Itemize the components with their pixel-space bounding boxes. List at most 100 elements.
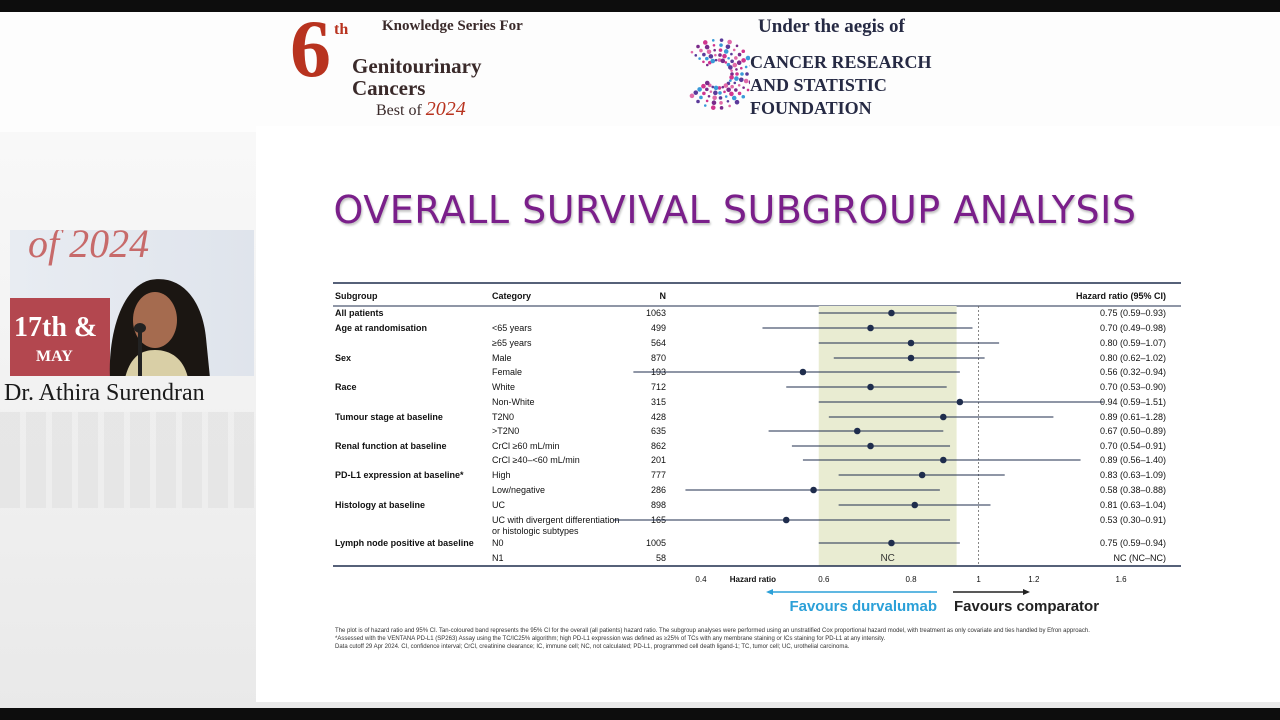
logo-dot — [724, 95, 728, 98]
row-hazard-ratio-label: 0.53 (0.30–0.91) — [1100, 515, 1166, 525]
logo-dot — [719, 43, 723, 47]
logo-dot — [737, 91, 742, 96]
logo-dot — [734, 56, 738, 60]
logo-dot — [741, 49, 746, 54]
logo-dot — [710, 105, 716, 110]
logo-dot — [699, 95, 703, 100]
hazard-ratio-point — [956, 398, 964, 406]
row-n: 428 — [651, 412, 666, 422]
logo-dot — [696, 99, 700, 104]
logo-dot — [732, 48, 736, 52]
presentation-slide: OVERALL SURVIVAL SUBGROUP ANALYSIS Subgr… — [256, 126, 1280, 702]
logo-dot — [736, 60, 742, 66]
logo-dot — [726, 99, 730, 103]
row-category: N1 — [492, 553, 504, 563]
hazard-ratio-point — [810, 486, 817, 494]
logo-dot — [735, 44, 739, 48]
logo-dot — [730, 52, 733, 56]
logo-dot — [707, 94, 711, 98]
row-n: 286 — [651, 485, 666, 495]
logo-dot — [729, 79, 732, 82]
row-subgroup: Age at randomisation — [335, 323, 427, 333]
speaker-name: Dr. Athira Surendran — [4, 380, 205, 406]
logo-dot — [733, 81, 737, 85]
logo-dot — [734, 99, 740, 105]
logo-dot — [702, 60, 705, 64]
speaker-video: of 2024 17th & MAY — [10, 230, 254, 376]
logo-dot — [727, 39, 732, 45]
logo-dot — [704, 44, 710, 50]
aegis-line1: CANCER RESEARCH — [750, 52, 932, 72]
row-hazard-ratio-label: 0.80 (0.59–1.07) — [1100, 338, 1166, 348]
header-strip — [0, 12, 1280, 132]
row-n: 564 — [651, 338, 666, 348]
logo-dot — [721, 85, 725, 89]
logo-line1: Genitourinary — [352, 54, 482, 78]
logo-dot — [690, 50, 694, 54]
row-n: 898 — [651, 500, 666, 510]
row-hazard-ratio-label: 0.89 (0.61–1.28) — [1100, 412, 1166, 422]
logo-dot — [702, 91, 706, 96]
x-axis-title: Hazard ratio — [730, 575, 776, 584]
row-n: 862 — [651, 441, 666, 451]
favours-durvalumab-label: Favours durvalumab — [789, 598, 937, 615]
row-category-line2: or histologic subtypes — [492, 526, 579, 536]
foundation-logo: Under the aegis of CANCER RESEARCH AND S… — [676, 14, 932, 122]
logo-dot — [701, 83, 706, 89]
row-category: UC with divergent differentiation — [492, 515, 619, 525]
logo-dot — [710, 58, 716, 64]
logo-dot — [719, 106, 724, 110]
logo-dot — [713, 90, 718, 96]
logo-dot — [734, 88, 738, 92]
logo-year: 2024 — [425, 98, 466, 120]
logo-dot — [722, 53, 727, 59]
logo-dot — [717, 86, 722, 90]
row-subgroup: Tumour stage at baseline — [335, 412, 443, 422]
logo-dot — [693, 90, 699, 95]
row-category: White — [492, 382, 515, 392]
aegis-title: Under the aegis of — [758, 16, 905, 37]
logo-dot — [730, 69, 733, 72]
logo-dot — [708, 54, 714, 59]
row-hazard-ratio-label: 0.89 (0.56–1.40) — [1100, 455, 1166, 465]
logo-dot — [723, 83, 729, 88]
favours-comparator-arrowhead — [1023, 589, 1030, 595]
logo-dot — [723, 49, 729, 54]
row-n: 870 — [651, 353, 666, 363]
logo-dot — [709, 90, 713, 93]
logo-dot — [745, 55, 750, 61]
footnote-2: *Assessed with the VENTANA PD-L1 (SP263)… — [335, 636, 886, 642]
header-n: N — [660, 291, 667, 301]
footnote-1: The plot is of hazard ratio and 95% CI. … — [335, 628, 1090, 634]
aegis-line3: FOUNDATION — [750, 98, 872, 118]
logo-dot — [730, 59, 734, 64]
row-category: High — [492, 470, 511, 480]
row-category: <65 years — [492, 323, 532, 333]
logo-dot — [718, 48, 723, 52]
row-category: Female — [492, 367, 522, 377]
row-hazard-ratio-label: 0.75 (0.59–0.94) — [1100, 538, 1166, 548]
logo-dot — [737, 52, 742, 57]
logo-series-text: Knowledge Series For — [382, 18, 523, 34]
row-subgroup: Histology at baseline — [335, 500, 425, 510]
row-hazard-ratio-label: 0.70 (0.54–0.91) — [1100, 441, 1166, 451]
x-tick-label: 1.6 — [1115, 575, 1127, 584]
logo-dot — [711, 100, 717, 106]
logo-dot — [703, 104, 707, 107]
logo-dot — [714, 53, 717, 57]
logo-dot — [720, 58, 726, 64]
logo-line2: Cancers — [352, 76, 426, 100]
row-n: 712 — [651, 382, 666, 392]
logo-dot — [712, 43, 716, 47]
logo-dot — [735, 68, 738, 71]
row-category: CrCl ≥60 mL/min — [492, 441, 559, 451]
logo-dot — [713, 85, 719, 91]
row-category: Non-White — [492, 397, 535, 407]
logo-dot — [699, 48, 703, 53]
logo-dot — [730, 72, 734, 76]
logo-dot — [734, 76, 739, 81]
row-hazard-ratio-label: 0.70 (0.53–0.90) — [1100, 382, 1166, 392]
hazard-ratio-point — [888, 539, 895, 547]
